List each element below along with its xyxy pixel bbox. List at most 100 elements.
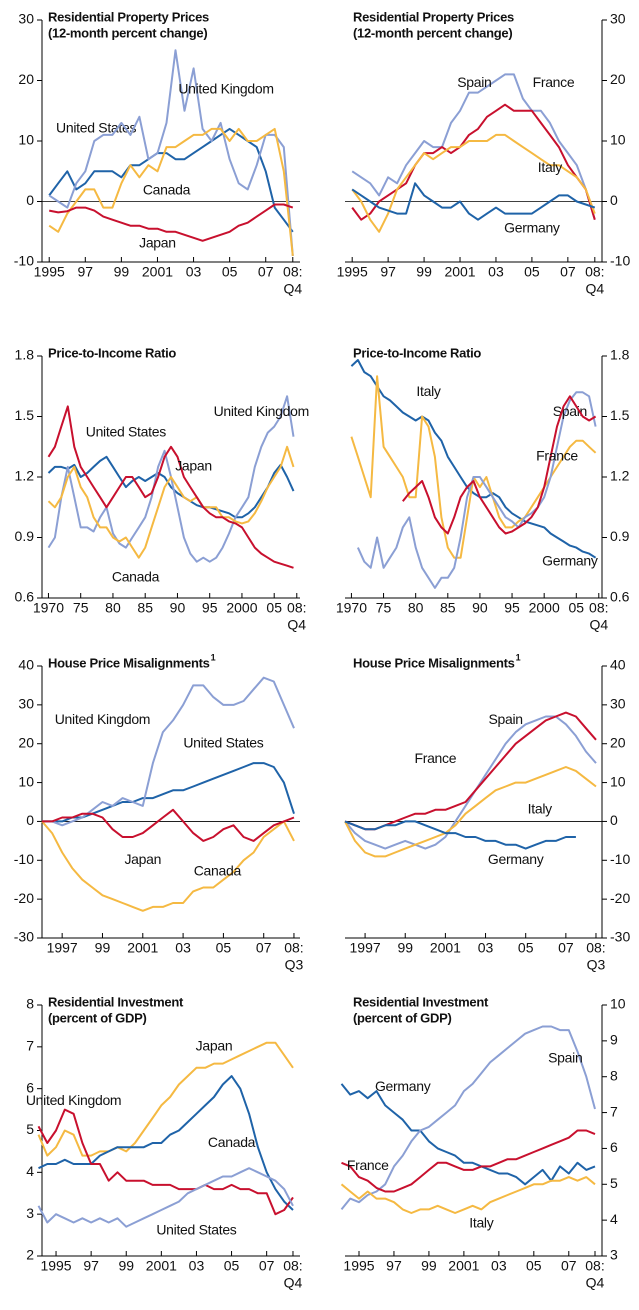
series-label: Germany — [542, 552, 598, 568]
series-label: Italy — [416, 383, 440, 399]
x-tick-label: 99 — [416, 264, 432, 280]
x-note: Q3 — [587, 957, 606, 973]
y-tick-label: 30 — [18, 696, 34, 712]
x-tick-label: 07 — [258, 264, 274, 280]
series-line — [37, 1108, 294, 1216]
y-tick-label: 6 — [610, 1139, 618, 1155]
x-tick-label: 75 — [376, 600, 392, 616]
y-tick-label: 30 — [610, 696, 626, 712]
series-line — [340, 1176, 596, 1214]
series-label: Italy — [528, 800, 552, 816]
series-label: France — [347, 1157, 389, 1173]
series-label: Spain — [457, 74, 491, 90]
x-tick-label: 1970 — [336, 600, 367, 616]
y-tick-label: 4 — [26, 1163, 34, 1179]
x-tick-label: 07 — [256, 940, 272, 956]
x-tick-label: 05 — [222, 264, 238, 280]
x-note: Q4 — [589, 617, 608, 633]
panel-title: House Price Misalignments — [353, 655, 515, 670]
series-line — [42, 676, 295, 827]
x-tick-label: 97 — [78, 264, 94, 280]
series-line — [351, 182, 596, 221]
y-tick-label: 0 — [610, 812, 618, 828]
x-tick-label: 99 — [118, 1258, 134, 1274]
y-tick-label: 5 — [610, 1175, 618, 1191]
series-line — [49, 203, 294, 242]
y-tick-label: 10 — [610, 773, 626, 789]
series-line — [340, 1083, 596, 1186]
x-note: Q4 — [586, 1275, 605, 1291]
x-tick-label: 07 — [558, 940, 574, 956]
x-tick-label: 75 — [73, 600, 89, 616]
x-tick-label: 2001 — [142, 264, 173, 280]
x-tick-label: 90 — [170, 600, 186, 616]
y-tick-label: 20 — [610, 71, 626, 87]
x-tick-label: 80 — [408, 600, 424, 616]
panel: -10 0 10 20 30 1995 97 99 2001 03 05 07 08:Q4 Residen… — [337, 9, 631, 296]
series-label: Spain — [488, 711, 522, 727]
x-tick-label: 05 — [216, 940, 232, 956]
series-line — [344, 820, 576, 850]
panel: -30 -20 -10 0 10 20 30 40 1997 99 2001 03 05 07 08:Q3 H… — [344, 652, 630, 973]
x-note: Q3 — [285, 957, 304, 973]
series-line — [340, 1025, 596, 1211]
series-label: Japan — [139, 235, 176, 251]
panel-subtitle: (percent of GDP) — [353, 1010, 451, 1025]
x-tick-label: 1995 — [34, 264, 65, 280]
x-tick-label: 97 — [83, 1258, 99, 1274]
panel: 3 4 5 6 7 8 9 10 1995 97 99 2001 03 05 07 08:Q4 Resident… — [340, 994, 626, 1291]
panel: 0.6 0.9 1.2 1.5 1.8 1970 75 80 85 90 95 2000 05 08:Q4… — [336, 345, 630, 632]
x-tick-label: 80 — [105, 600, 121, 616]
y-tick-label: 0 — [26, 192, 34, 208]
y-tick-label: -10 — [14, 851, 34, 867]
y-tick-label: 30 — [18, 11, 34, 27]
x-tick-label: 2001 — [430, 940, 461, 956]
series-label: Japan — [124, 851, 161, 867]
title-superscript: 1 — [211, 652, 216, 662]
series-label: Italy — [538, 159, 562, 175]
x-tick-label: 05 — [224, 1258, 240, 1274]
series-label: Canada — [208, 1134, 256, 1150]
series-label: France — [414, 750, 456, 766]
y-tick-label: 10 — [18, 132, 34, 148]
y-tick-label: 30 — [610, 11, 626, 27]
y-tick-label: 1.8 — [610, 347, 630, 363]
x-note: Q4 — [585, 281, 604, 297]
series-line — [48, 127, 294, 233]
series-label: France — [536, 448, 578, 464]
series-label: Japan — [175, 458, 212, 474]
x-tick-label: 1995 — [40, 1258, 71, 1274]
panel-title: Price-to-Income Ratio — [353, 345, 481, 360]
x-tick-label: 05 — [524, 264, 540, 280]
x-tick-label: 03 — [186, 264, 202, 280]
x-tick-label: 07 — [259, 1258, 275, 1274]
series-line — [48, 127, 294, 257]
x-tick-label: 95 — [202, 600, 218, 616]
x-tick-label: 1997 — [350, 940, 381, 956]
y-tick-label: 0.9 — [610, 528, 630, 544]
panel: -10 0 10 20 30 1995 97 99 2001 03 05 07 08:Q4 Residen… — [14, 9, 303, 296]
x-tick-label: 99 — [421, 1258, 437, 1274]
x-tick-label: 07 — [561, 1258, 577, 1274]
series-line — [37, 1167, 294, 1228]
panel: -30 -20 -10 0 10 20 30 40 1997 99 2001 03 05 07 08:Q3 H… — [14, 652, 304, 972]
x-tick-label: 08: — [585, 264, 604, 280]
series-line — [351, 103, 596, 221]
y-tick-label: 20 — [610, 734, 626, 750]
series-line — [344, 766, 597, 858]
series-label: Canada — [143, 181, 191, 197]
y-tick-label: -20 — [610, 890, 630, 906]
series-line — [41, 820, 295, 912]
x-tick-label: 08: — [284, 940, 303, 956]
series-label: Germany — [375, 1078, 431, 1094]
x-tick-label: 2000 — [529, 600, 560, 616]
x-note: Q4 — [284, 1275, 303, 1291]
x-tick-label: 03 — [478, 940, 494, 956]
y-tick-label: 7 — [610, 1103, 618, 1119]
panel-subtitle: (12-month percent change) — [48, 25, 207, 40]
series-label: Japan — [196, 1038, 233, 1054]
series-label: United Kingdom — [55, 711, 150, 727]
series-label: Canada — [112, 569, 160, 585]
y-tick-label: 9 — [610, 1032, 618, 1048]
series-line — [356, 391, 597, 589]
